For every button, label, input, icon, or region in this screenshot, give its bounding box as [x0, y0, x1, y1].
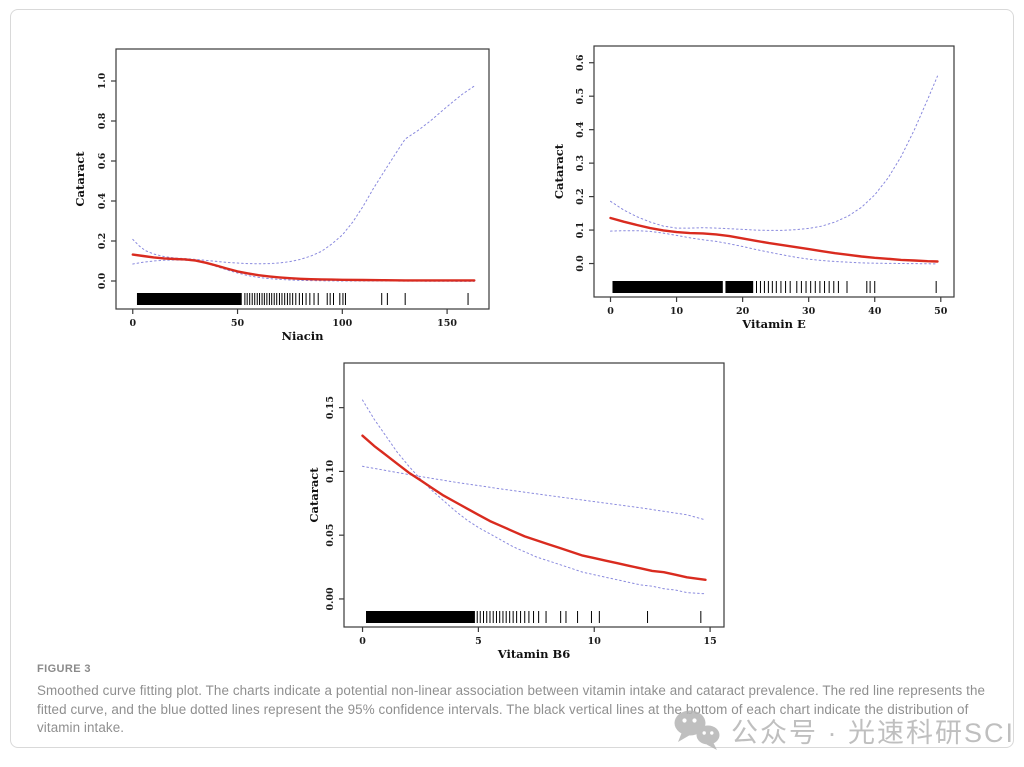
svg-text:Vitamin E: Vitamin E	[741, 317, 806, 331]
svg-text:0.1: 0.1	[575, 222, 586, 239]
svg-text:0.5: 0.5	[575, 88, 586, 105]
svg-text:0.2: 0.2	[575, 188, 586, 205]
svg-text:Cataract: Cataract	[307, 467, 321, 523]
svg-text:0.00: 0.00	[325, 587, 336, 611]
svg-text:Cataract: Cataract	[73, 151, 87, 207]
svg-text:0.6: 0.6	[575, 54, 586, 71]
svg-text:0.4: 0.4	[97, 192, 108, 209]
svg-text:50: 50	[231, 318, 245, 329]
svg-text:Cataract: Cataract	[552, 143, 566, 199]
svg-text:Vitamin B6: Vitamin B6	[497, 647, 570, 661]
svg-text:0.6: 0.6	[97, 152, 108, 169]
chart-cataract-vs-niacin: 0 50 100 150 0.0 0.2 0.4 0.6 0.8 1.0 Niacin Catarac…	[73, 48, 490, 343]
svg-text:0: 0	[607, 306, 614, 317]
svg-text:0.05: 0.05	[325, 524, 336, 547]
svg-text:20: 20	[736, 306, 750, 317]
svg-text:Niacin: Niacin	[281, 329, 324, 343]
svg-text:0: 0	[129, 318, 136, 329]
svg-text:0.0: 0.0	[97, 272, 108, 289]
figure-label: FIGURE 3	[37, 663, 91, 675]
figure-frame: 0 50 100 150 0.0 0.2 0.4 0.6 0.8 1.0 Niacin Catarac…	[10, 9, 1014, 750]
svg-text:30: 30	[802, 306, 816, 317]
svg-text:0.2: 0.2	[97, 233, 108, 250]
figure-caption: FIGURE 3 Smoothed curve fitting plot. Th…	[37, 663, 999, 738]
svg-text:0: 0	[359, 636, 366, 647]
svg-text:0.10: 0.10	[325, 459, 336, 483]
svg-text:0.15: 0.15	[325, 396, 336, 419]
svg-text:0.0: 0.0	[575, 255, 586, 272]
chart-cataract-vs-vitamin-e: 0 10 20 30 40 50 0.0 0.1 0.2 0.3 0.4 0.5 0.6 Vitamin …	[552, 45, 955, 331]
svg-text:150: 150	[437, 318, 457, 329]
svg-text:5: 5	[475, 636, 482, 647]
svg-text:0.3: 0.3	[575, 155, 586, 172]
svg-text:1.0: 1.0	[97, 72, 108, 89]
chart-cataract-vs-vitamin-b6: 0 5 10 15 0.00 0.05 0.10 0.15 Vitamin B6 Cataract	[307, 362, 725, 661]
svg-text:10: 10	[588, 636, 602, 647]
svg-text:10: 10	[670, 306, 684, 317]
svg-text:0.8: 0.8	[97, 112, 108, 129]
svg-text:15: 15	[703, 636, 716, 647]
svg-text:100: 100	[332, 318, 352, 329]
svg-text:0.4: 0.4	[575, 121, 586, 138]
svg-text:50: 50	[934, 306, 948, 317]
figure-caption-text: Smoothed curve fitting plot. The charts …	[37, 683, 986, 735]
svg-text:40: 40	[868, 306, 882, 317]
